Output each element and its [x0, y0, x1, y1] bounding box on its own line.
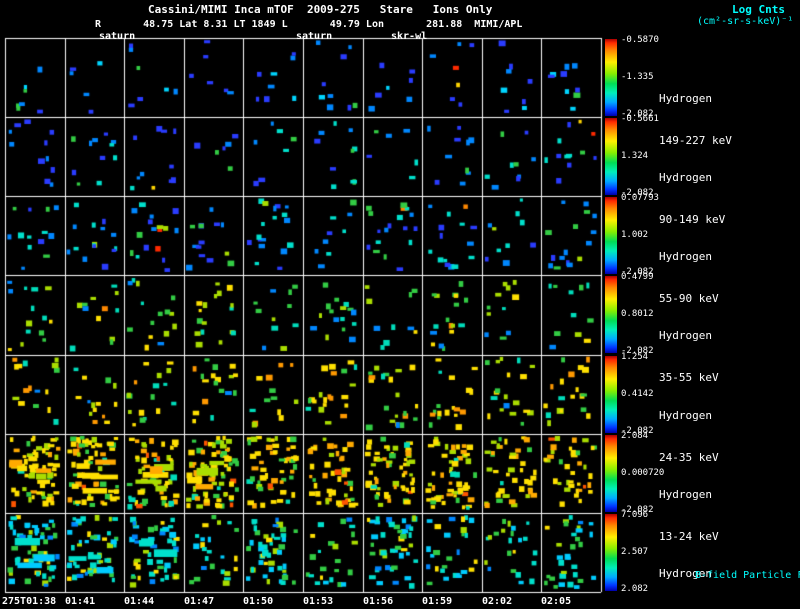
bfield-flow-label: B-field Particle Flow	[695, 570, 800, 581]
row-label-6: Hydrogen 13-24 keV	[659, 460, 719, 572]
species-label: Hydrogen	[659, 488, 712, 501]
colorbar-tick-mid-row-3: 1.002	[621, 230, 649, 240]
colorbar-tick-max-row-2: -0.5661	[621, 114, 659, 124]
time-tick-label-9: 02:02	[482, 596, 513, 607]
energy-label: 13-24 keV	[659, 530, 719, 543]
time-tick-label-4: 01:47	[184, 596, 215, 607]
row-label-7: Hydrogen 5-13 keV	[659, 539, 712, 609]
colorbar-row-3	[605, 197, 617, 274]
colorbar-tick-min-row-6: -2.082	[621, 505, 654, 515]
colorbar-units: (cm²-sr-s-keV)⁻¹	[697, 16, 794, 27]
energy-label: 55-90 keV	[659, 292, 719, 305]
colorbar-row-7	[605, 514, 617, 591]
species-label: Hydrogen	[659, 92, 712, 105]
colorbar-tick-max-row-1: -0.5870	[621, 35, 659, 45]
species-label: Hydrogen	[659, 409, 712, 422]
colorbar-tick-min-row-7: 2.082	[621, 584, 649, 594]
colorbar-tick-min-row-5: -2.082	[621, 426, 654, 436]
row-label-4: Hydrogen 35-55 keV	[659, 301, 719, 413]
colorbar-tick-mid-row-2: 1.324	[621, 151, 649, 161]
energy-label: 149-227 keV	[659, 134, 732, 147]
time-tick-label-8: 01:59	[422, 596, 453, 607]
colorbar-tick-min-row-1: -2.082	[621, 109, 654, 119]
time-tick-label-5: 01:50	[243, 596, 274, 607]
colorbar-row-2	[605, 118, 617, 195]
time-tick-label-1: 275T01:38	[2, 596, 57, 607]
species-label: Hydrogen	[659, 250, 712, 263]
ephemeris-line: R 48.75 Lat 8.31 LT 1849 L 49.79 Lon 281…	[95, 19, 523, 30]
time-tick-label-2: 01:41	[65, 596, 96, 607]
time-tick-label-3: 01:44	[124, 596, 155, 607]
colorbar-tick-min-row-2: -2.082	[621, 188, 654, 198]
colorbar-tick-mid-row-5: 0.4142	[621, 389, 654, 399]
time-tick-label-6: 01:53	[303, 596, 334, 607]
colorbar-row-6	[605, 435, 617, 512]
colorbar-tick-min-row-4: -2.082	[621, 346, 654, 356]
page-title: Cassini/MIMI Inca mTOF 2009-275 Stare Io…	[148, 3, 493, 16]
colorbar-tick-max-row-4: 0.4799	[621, 272, 654, 282]
colorbar-tick-max-row-3: 0.07793	[621, 193, 659, 203]
colorbar-tick-max-row-7: 7.096	[621, 510, 649, 520]
colorbar-row-5	[605, 356, 617, 433]
energy-label: 90-149 keV	[659, 213, 726, 226]
colorbar-tick-mid-row-7: 2.507	[621, 547, 649, 557]
colorbar-title: Log Cnts	[732, 3, 785, 16]
colorbar-tick-mid-row-1: -1.335	[621, 72, 654, 82]
colorbar-tick-min-row-3: -2.082	[621, 267, 654, 277]
species-label: Hydrogen	[659, 171, 712, 184]
colorbar-row-4	[605, 276, 617, 353]
row-label-2: Hydrogen 90-149 keV	[659, 143, 725, 255]
row-label-3: Hydrogen 55-90 keV	[659, 222, 719, 334]
colorbar-row-1	[605, 39, 617, 116]
colorbar-tick-max-row-5: 1.254	[621, 352, 649, 362]
row-label-5: Hydrogen 24-35 keV	[659, 381, 719, 493]
overlay-label-saturn-1: saturn	[99, 31, 136, 42]
colorbar-tick-mid-row-6: 0.000720	[621, 468, 665, 478]
energy-label: 35-55 keV	[659, 371, 719, 384]
time-tick-label-10: 02:05	[541, 596, 572, 607]
energy-label: 24-35 keV	[659, 451, 719, 464]
colorbar-tick-mid-row-4: 0.8012	[621, 309, 654, 319]
time-tick-label-7: 01:56	[363, 596, 394, 607]
colorbar-tick-max-row-6: 2.084	[621, 431, 649, 441]
species-label: Hydrogen	[659, 567, 712, 580]
overlay-label-saturn-2: saturn	[296, 31, 333, 42]
overlay-label-skr-wl: skr-wl	[391, 31, 428, 42]
species-label: Hydrogen	[659, 329, 712, 342]
row-label-1: Hydrogen 149-227 keV	[659, 64, 732, 176]
